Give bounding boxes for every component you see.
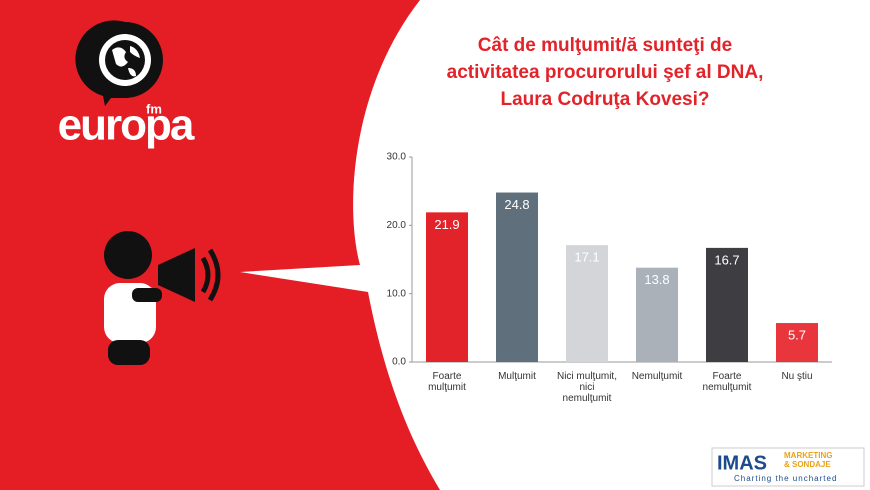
bar: [496, 192, 538, 362]
brand-suffix: fm: [146, 101, 162, 116]
bar: [706, 247, 748, 362]
sponsor-frame: [711, 447, 865, 487]
y-tick-label: 10.0: [387, 288, 407, 299]
value-label: 21.9: [434, 217, 459, 232]
bar: [636, 267, 678, 362]
person-icon: [104, 231, 221, 365]
speech-bubble: [240, 0, 870, 490]
value-label: 5.7: [788, 327, 806, 342]
bar: [426, 212, 468, 362]
bar: [566, 245, 608, 362]
y-tick-label: 30.0: [387, 152, 407, 163]
chart: Cât de mulţumit/ă sunteţi de activitatea …: [387, 35, 832, 404]
value-label: 24.8: [504, 197, 529, 212]
x-tick-label: Foarte mulţumit: [428, 371, 466, 393]
sponsor-logo: IMAS MARKETING & SONDAJE Charting the un…: [711, 447, 865, 487]
value-label: 13.8: [644, 272, 669, 287]
y-tick-label: 20.0: [387, 220, 407, 231]
sponsor-tagline: MARKETING: [784, 451, 832, 460]
sponsor-motto: Charting the uncharted: [734, 474, 837, 483]
x-tick-label: Nu ştiu: [781, 371, 812, 382]
chart-title: Cât de mulţumit/ă sunteţi de activitatea …: [447, 35, 764, 110]
x-tick-label: Nemulţumit: [632, 371, 683, 382]
y-tick-label: 0.0: [392, 357, 406, 368]
x-tick-label: Nici mulţumit, nici nemulţumit: [557, 371, 617, 404]
bar: [776, 323, 818, 362]
x-tick-label: Foarte nemulţumit: [703, 371, 752, 393]
sponsor-tagline: & SONDAJE: [784, 460, 831, 469]
logo: europa fm: [58, 20, 197, 150]
sponsor-name: IMAS: [717, 452, 767, 474]
brand-name: europa: [58, 101, 195, 150]
value-label: 16.7: [714, 252, 739, 267]
value-label: 17.1: [574, 250, 599, 265]
x-tick-label: Mulţumit: [498, 371, 536, 382]
